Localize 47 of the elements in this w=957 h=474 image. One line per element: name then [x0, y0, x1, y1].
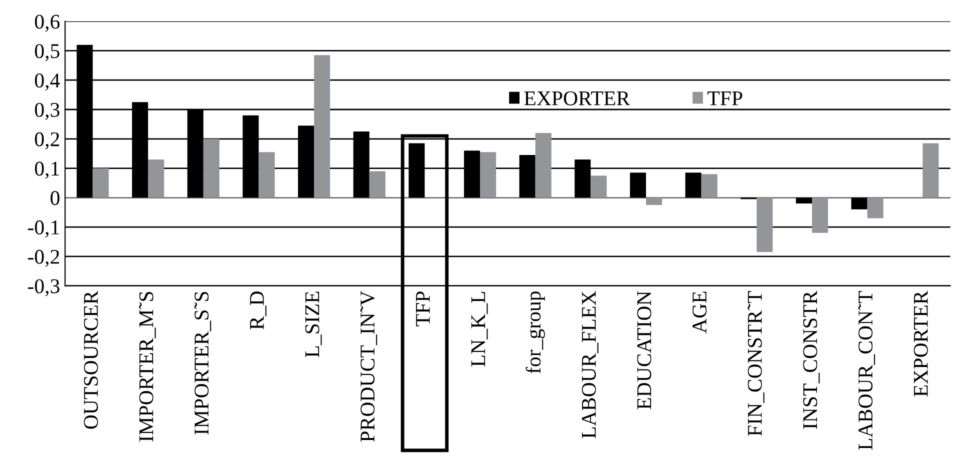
y-tick-label: 0,3: [34, 102, 60, 120]
x-tick-label: R_D: [250, 292, 266, 330]
bar: [851, 198, 868, 210]
bar: [148, 159, 164, 198]
y-tick-label: 0,4: [34, 73, 60, 91]
bar: [590, 176, 607, 198]
bar: [646, 198, 662, 206]
x-tick-label: TFP: [416, 292, 430, 326]
x-tick-label: L_SIZE: [305, 292, 322, 358]
x-tick-label: LABOUR_FLEX: [582, 291, 598, 438]
bar: [314, 55, 330, 198]
y-tick-label: 0,6: [34, 14, 60, 32]
y-tick-label: 0,1: [34, 162, 59, 179]
legend-label: TFP: [708, 92, 742, 106]
x-tick-label: EDUCATION: [637, 291, 652, 410]
bar: [922, 143, 939, 198]
x-tick-label: IMPORTER_M˜S: [139, 292, 156, 442]
bar: [480, 152, 496, 198]
bar: [812, 198, 828, 233]
bar: [258, 152, 275, 198]
bar: [685, 172, 702, 198]
x-tick-label: FIN_CONSTR˜T: [748, 291, 764, 436]
y-tick-label: -0,1: [28, 220, 59, 238]
x-tick-label: LN_K_L: [471, 292, 488, 366]
x-tick-label: PRODUCT_IN˜V: [360, 290, 378, 442]
bar: [756, 198, 773, 252]
bar: [867, 198, 884, 218]
y-tick-label: 0,2: [34, 132, 60, 150]
y-tick-label: 0,5: [34, 44, 60, 62]
x-tick-label: AGE: [692, 292, 707, 334]
x-tick-label: INST_CONSTR: [803, 290, 820, 429]
x-tick-label: EXPORTER: [914, 290, 928, 396]
y-tick-label: 0: [50, 191, 60, 206]
x-tick-label: LABOUR_CON˜T: [858, 291, 876, 450]
x-tick-label: OUTSOURCER: [84, 290, 98, 429]
bar: [701, 174, 718, 198]
bar: [369, 171, 386, 198]
y-tick-label: -0,2: [28, 250, 60, 267]
x-tick-label: IMPORTER_S˜S: [194, 292, 212, 435]
bar: [203, 138, 220, 198]
bar: [535, 133, 552, 198]
bar: [92, 168, 109, 198]
bar: [630, 172, 646, 198]
x-tick-label: for_group: [526, 291, 545, 374]
bar: [796, 198, 812, 204]
legend-label: EXPORTER: [524, 91, 630, 106]
y-tick-label: -0,3: [28, 279, 60, 296]
